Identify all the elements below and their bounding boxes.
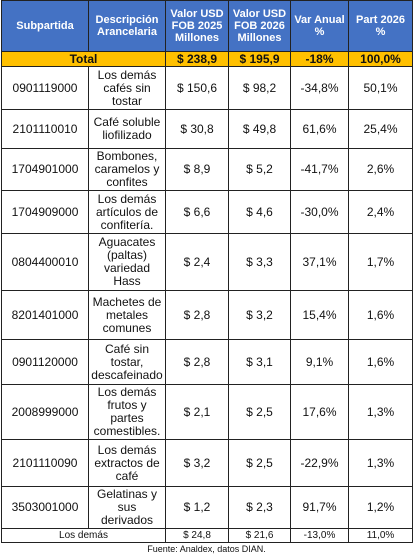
cell: 1704901000 [1,148,89,191]
cell: Aguacates (paltas) variedad Hass [88,233,166,291]
cell: -22,9% [290,439,349,487]
data-row: 2008999000 Los demás frutos y partes come… [1,384,413,440]
data-row: 3503001000 Gelatinas y sus derivados $ 1,2… [1,486,413,529]
cell: Total [1,51,166,67]
cell: 1,6% [348,339,413,385]
cell: Café soluble liofilizado [88,109,166,149]
cell: Café sin tostar, descafeinado [88,339,166,385]
cell: $ 2,1 [165,384,229,440]
cell: $ 21,6 [228,528,291,543]
cell: 2,4% [348,190,413,234]
cell: 1,7% [348,233,413,291]
cell: 0901119000 [1,66,89,110]
cell: 0804400010 [1,233,89,291]
total-row: Total $ 238,9 $ 195,9 -18% 100,0% [1,51,413,67]
cell: 25,4% [348,109,413,149]
cell: $ 4,6 [228,190,291,234]
header-cell: Valor USD FOB 2026 Millones [228,0,291,52]
header-cell: Descripción Arancelaria [88,0,166,52]
cell: $ 238,9 [165,51,229,67]
header-row: Subpartida Descripción Arancelaria Valor U… [1,0,413,52]
cell: -13,0% [290,528,349,543]
cell: 2101110010 [1,109,89,149]
cell: $ 3,2 [165,439,229,487]
data-row: 2101110010 Café soluble liofilizado $ 30,8… [1,109,413,149]
cell: Bombones, caramelos y confites [88,148,166,191]
cell: Machetes de metales comunes [88,290,166,340]
cell: $ 5,2 [228,148,291,191]
cell: Gelatinas y sus derivados [88,486,166,529]
data-row: 1704901000 Bombones, caramelos y confites… [1,148,413,191]
cell: $ 2,5 [228,439,291,487]
data-row: 0901119000 Los demás cafés sin tostar $ 15… [1,66,413,110]
data-table: Subpartida Descripción Arancelaria Valor U… [1,0,413,543]
cell: $ 1,2 [165,486,229,529]
cell: 1704909000 [1,190,89,234]
others-row: Los demás $ 24,8 $ 21,6 -13,0% 11,0% [1,528,413,543]
cell: 1,3% [348,384,413,440]
cell: Los demás extractos de café [88,439,166,487]
cell: -34,8% [290,66,349,110]
cell: 37,1% [290,233,349,291]
cell: 100,0% [348,51,413,67]
cell: Los demás [1,528,166,543]
cell: $ 6,6 [165,190,229,234]
cell: $ 150,6 [165,66,229,110]
header-cell: Valor USD FOB 2025 Millones [165,0,229,52]
cell: 91,7% [290,486,349,529]
cell: 1,2% [348,486,413,529]
cell: 3503001000 [1,486,89,529]
cell: $ 98,2 [228,66,291,110]
cell: $ 2,4 [165,233,229,291]
cell: 2008999000 [1,384,89,440]
cell: $ 24,8 [165,528,229,543]
cell: $ 3,3 [228,233,291,291]
data-row: 0901120000 Café sin tostar, descafeinado $… [1,339,413,385]
cell: 2,6% [348,148,413,191]
cell: 50,1% [348,66,413,110]
cell: $ 2,8 [165,290,229,340]
cell: $ 3,1 [228,339,291,385]
cell: 61,6% [290,109,349,149]
cell: $ 2,8 [165,339,229,385]
cell: 17,6% [290,384,349,440]
cell: -41,7% [290,148,349,191]
cell: 1,3% [348,439,413,487]
cell: 11,0% [348,528,413,543]
cell: Los demás cafés sin tostar [88,66,166,110]
cell: 9,1% [290,339,349,385]
cell: 15,4% [290,290,349,340]
header-cell: Var Anual % [290,0,349,52]
data-row: 2101110090 Los demás extractos de café $ 3… [1,439,413,487]
cell: -18% [290,51,349,67]
header-cell: Part 2026 % [348,0,413,52]
cell: Los demás artículos de confitería. [88,190,166,234]
cell: 1,6% [348,290,413,340]
cell: $ 3,2 [228,290,291,340]
source-note: Fuente: Analdex, datos DIAN. [147,544,266,554]
cell: $ 49,8 [228,109,291,149]
cell: -30,0% [290,190,349,234]
cell: Los demás frutos y partes comestibles. [88,384,166,440]
cell: $ 2,3 [228,486,291,529]
cell: $ 30,8 [165,109,229,149]
data-row: 0804400010 Aguacates (paltas) variedad Ha… [1,233,413,291]
cell: $ 195,9 [228,51,291,67]
cell: 8201401000 [1,290,89,340]
data-row: 1704909000 Los demás artículos de confite… [1,190,413,234]
cell: 2101110090 [1,439,89,487]
cell: $ 8,9 [165,148,229,191]
cell: 0901120000 [1,339,89,385]
cell: $ 2,5 [228,384,291,440]
header-cell: Subpartida [1,0,89,52]
data-row: 8201401000 Machetes de metales comunes $ 2… [1,290,413,340]
